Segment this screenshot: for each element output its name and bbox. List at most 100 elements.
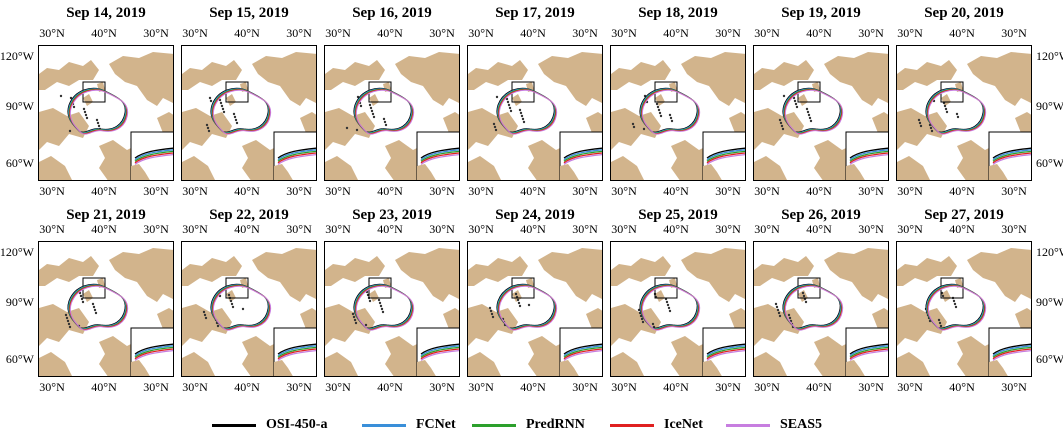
inset-edge-icenet: [420, 348, 459, 360]
archipelago-dot: [794, 102, 798, 106]
land-6: [655, 290, 665, 302]
archipelago-dot: [518, 304, 522, 308]
archipelago-dot: [930, 129, 934, 133]
inset-edge-icenet: [134, 152, 173, 164]
archipelago-dot: [642, 127, 646, 131]
legend-swatch-osi: [212, 423, 256, 427]
land-4: [39, 156, 72, 180]
lon-tick-label: 30°N: [754, 26, 780, 40]
inset-edge-predrnn: [563, 150, 602, 162]
archipelago-dot: [206, 126, 210, 130]
inset-edge-seas5: [420, 153, 459, 165]
lat-tick-label: 90°W: [1036, 295, 1063, 309]
archipelago-dot: [65, 316, 69, 320]
legend-label-predrnn: PredRNN: [526, 417, 585, 432]
lon-tick-label: 40°N: [806, 222, 832, 236]
panel-title: Sep 25, 2019: [638, 207, 718, 223]
legend-swatch-seas5: [726, 423, 770, 427]
panel-title: Sep 19, 2019: [781, 5, 861, 21]
land-1: [252, 52, 316, 106]
archipelago-dot: [221, 107, 225, 111]
lon-tick-label: 40°N: [663, 380, 689, 394]
inset-edge-fcnet: [563, 345, 602, 357]
archipelago-dot: [82, 107, 86, 111]
inset-edge-icenet: [992, 348, 1031, 360]
inset-edge-icenet: [849, 152, 888, 164]
archipelago-dot: [231, 305, 235, 309]
lon-tick-label: 30°N: [286, 380, 312, 394]
archipelago-dot: [380, 307, 384, 311]
archipelago-dot: [359, 104, 363, 108]
inset-edge-osi-450-a: [849, 147, 888, 159]
archipelago-dot: [218, 294, 222, 298]
inset-edge-predrnn: [277, 346, 316, 358]
land-2: [897, 108, 947, 150]
land-4: [897, 352, 930, 376]
inset-land: [703, 360, 722, 376]
archipelago-dot: [778, 314, 782, 318]
archipelago-dot: [774, 302, 778, 306]
inset-edge-fcnet: [706, 345, 745, 357]
archipelago-dot: [369, 106, 373, 110]
archipelago-dot: [216, 324, 220, 328]
archipelago-dot: [229, 299, 233, 303]
inset-edge-osi-450-a: [706, 147, 745, 159]
panel-title: Sep 15, 2019: [209, 5, 289, 21]
lon-tick-label: 30°N: [182, 26, 208, 40]
inset-edge-osi-450-a: [277, 343, 316, 355]
archipelago-dot: [777, 311, 781, 315]
archipelago-dot: [81, 300, 85, 304]
archipelago-dot: [95, 118, 99, 122]
lon-tick-label: 30°N: [715, 184, 741, 198]
ice-edge-seas5: [784, 89, 844, 135]
inset-edge-osi-450-a: [134, 343, 173, 355]
legend-label-seas5: SEAS5: [780, 417, 823, 432]
map-panel: [753, 45, 889, 181]
archipelago-dot: [352, 315, 356, 319]
lon-tick-label: 40°N: [91, 184, 117, 198]
ice-edge-seas5: [355, 285, 415, 331]
archipelago-dot: [801, 291, 805, 295]
archipelago-dot: [382, 117, 386, 121]
inset-edge-icenet: [849, 348, 888, 360]
inset-edge-osi-450-a: [849, 343, 888, 355]
land-2: [754, 304, 804, 346]
legend-label-icenet: IceNet: [664, 417, 703, 432]
archipelago-dot: [368, 299, 372, 303]
inset-edge-icenet: [706, 152, 745, 164]
panel-title: Sep 26, 2019: [781, 207, 861, 223]
land-0: [182, 60, 242, 90]
archipelago-dot: [917, 118, 921, 122]
lon-tick-label: 40°N: [234, 380, 260, 394]
archipelago-dot: [235, 121, 239, 125]
archipelago-dot: [787, 313, 791, 317]
inset-edge-icenet: [277, 152, 316, 164]
panel-title: Sep 14, 2019: [66, 5, 146, 21]
inset-land: [560, 360, 579, 376]
lon-tick-label: 30°N: [754, 222, 780, 236]
archipelago-dot: [205, 123, 209, 127]
archipelago-dot: [84, 113, 88, 117]
land-4: [468, 156, 501, 180]
inset-edge-icenet: [134, 348, 173, 360]
legend-item-predrnn: PredRNN: [472, 412, 585, 438]
land-1: [252, 248, 316, 302]
inset-edge-fcnet: [134, 345, 173, 357]
archipelago-dot: [516, 298, 520, 302]
lon-tick-label: 30°N: [182, 184, 208, 198]
land-0: [325, 256, 385, 286]
legend-swatch-icenet: [610, 423, 654, 427]
archipelago-dot: [807, 113, 811, 117]
lon-tick-label: 30°N: [611, 26, 637, 40]
land-0: [468, 60, 528, 90]
archipelago-dot: [919, 124, 923, 128]
archipelago-dot: [227, 293, 231, 297]
archipelago-dot: [656, 105, 660, 109]
lon-tick-label: 40°N: [806, 184, 832, 198]
lat-tick-label: 60°W: [1036, 156, 1063, 170]
inset-edge-fcnet: [706, 149, 745, 161]
inset-edge-seas5: [849, 153, 888, 165]
inset-edge-seas5: [992, 153, 1031, 165]
archipelago-dot: [655, 102, 659, 106]
